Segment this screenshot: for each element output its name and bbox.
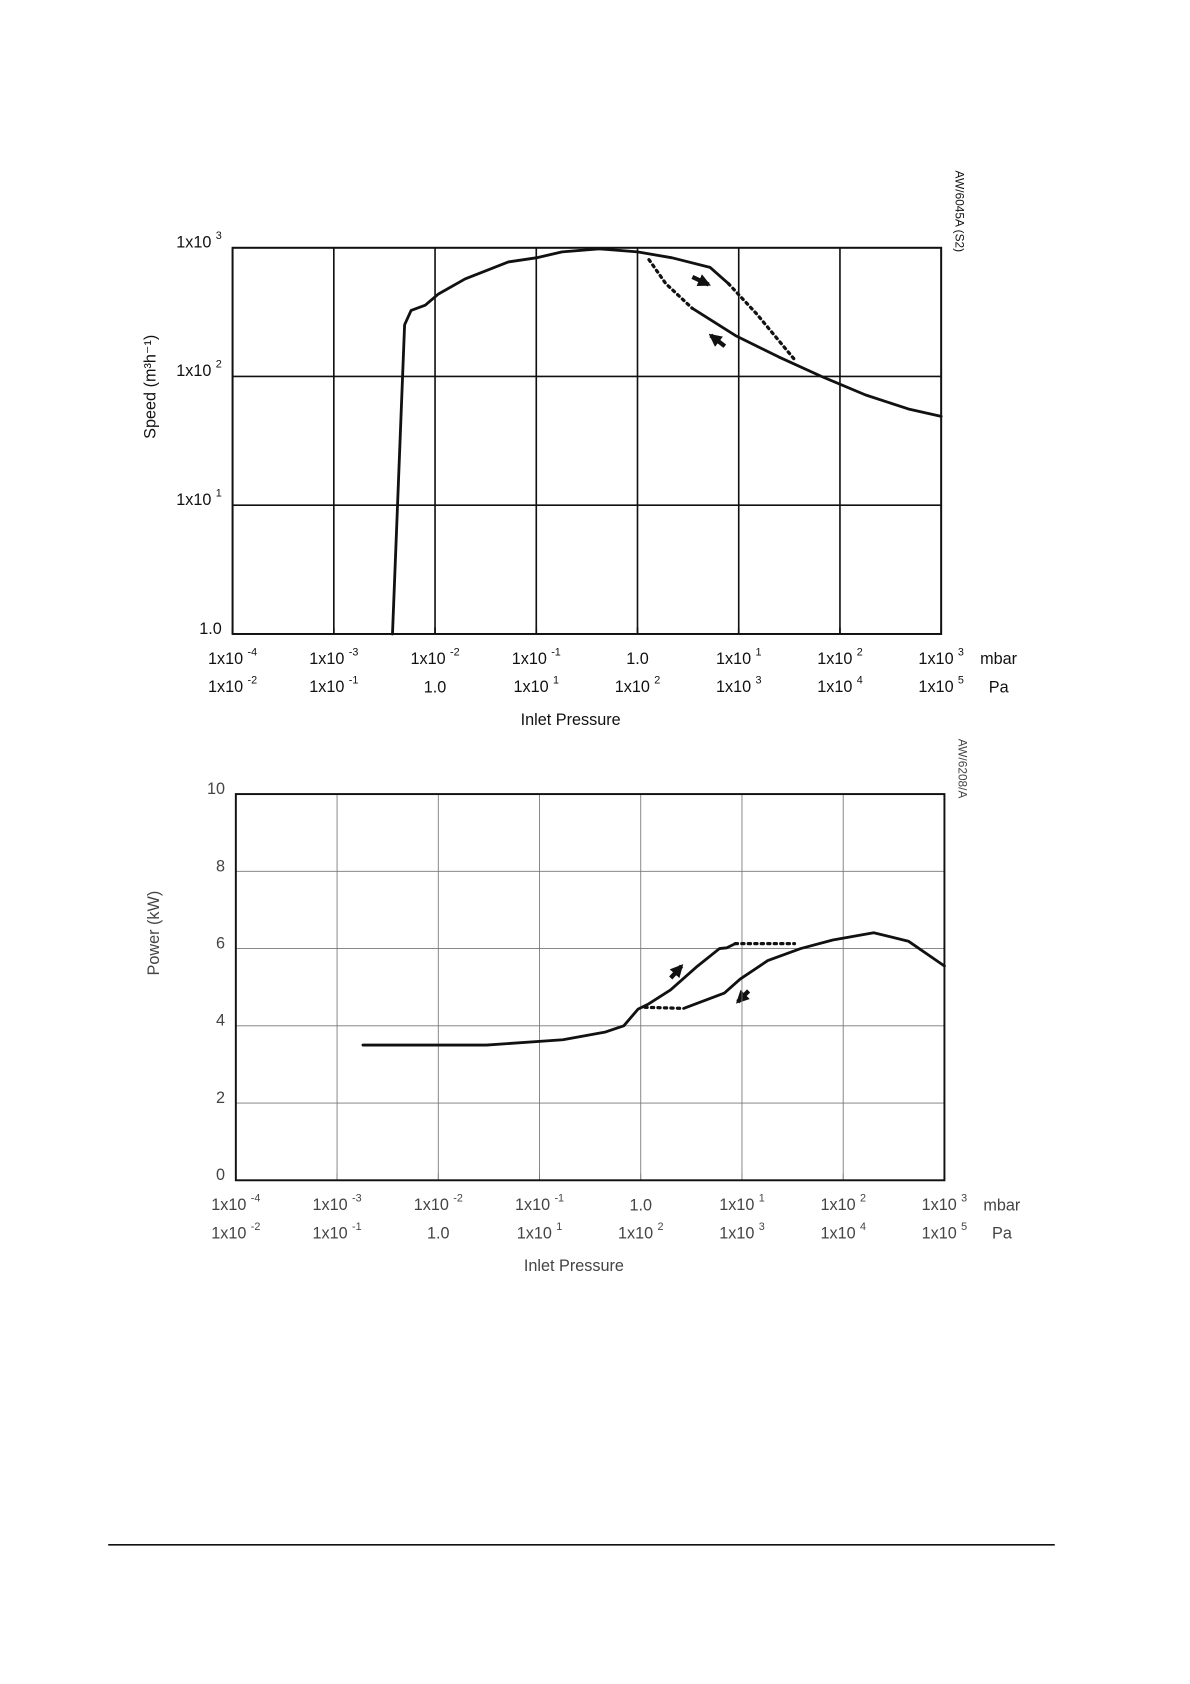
x2-tick-label: 1x10 1 — [517, 1221, 563, 1243]
x2-tick-label: 1x10 -2 — [208, 674, 257, 696]
x2-tick-label: 1x10 5 — [918, 674, 964, 696]
y-axis-title: Speed (m³h⁻¹) — [142, 335, 160, 439]
x-tick-label: 1.0 — [626, 650, 649, 668]
x2-tick-label: 1x10 3 — [716, 674, 762, 696]
y-tick-label: 1x10 2 — [176, 358, 222, 380]
x-tick-label: 1x10 -3 — [309, 646, 358, 668]
y-tick-label: 0 — [216, 1166, 225, 1184]
x-unit: mbar — [980, 650, 1018, 668]
line-series — [361, 942, 737, 1047]
x2-tick-label: 1x10 4 — [820, 1221, 866, 1243]
x2-tick-label: 1x10 -1 — [309, 674, 358, 696]
chart: 1x10 -4 1x10 -3 1x10 -2 1x10 -1 1.0 1x10 1 1x10 2 1x1… — [145, 739, 1021, 1275]
x-tick-label: 1x10 -1 — [512, 646, 561, 668]
line-series — [690, 306, 943, 418]
x2-unit: Pa — [992, 1225, 1013, 1243]
x-axis-title: Inlet Pressure — [524, 1257, 624, 1275]
line-series — [643, 1005, 686, 1011]
x2-tick-label: 1x10 -1 — [313, 1221, 362, 1243]
y-axis-title: Power (kW) — [145, 891, 163, 976]
line-series — [391, 247, 730, 636]
x-tick-label: 1x10 -1 — [515, 1193, 564, 1215]
x2-tick-label: 1x10 2 — [618, 1221, 664, 1243]
x-tick-label: 1x10 -4 — [211, 1193, 260, 1215]
y-tick-label: 6 — [216, 935, 225, 953]
x-tick-label: 1x10 -3 — [313, 1193, 362, 1215]
x-tick-label: 1x10 -4 — [208, 646, 257, 668]
x-tick-label: 1x10 1 — [719, 1193, 765, 1215]
arrow — [708, 333, 727, 348]
x2-tick-label: 1x10 3 — [719, 1221, 765, 1243]
y-tick-label: 1.0 — [199, 620, 222, 638]
x-unit: mbar — [983, 1197, 1021, 1215]
plot-frame — [231, 246, 943, 635]
y-tick-label: 1x10 1 — [176, 487, 222, 509]
y-tick-label: 8 — [216, 857, 225, 875]
plot-frame — [234, 793, 946, 1182]
x2-tick-label: 1x10 4 — [817, 674, 863, 696]
x2-tick-label: 1x10 2 — [615, 674, 661, 696]
line-series — [647, 258, 694, 310]
arrow — [691, 274, 711, 287]
line-series — [726, 281, 797, 362]
x-tick-label: 1x10 2 — [817, 646, 863, 668]
x-axis-title: Inlet Pressure — [521, 711, 621, 729]
y-tick-label: 2 — [216, 1089, 225, 1107]
x2-tick-label: 1x10 5 — [922, 1221, 968, 1243]
arrows — [669, 274, 751, 1004]
y-tick-label: 1x10 3 — [176, 230, 222, 252]
arrow — [669, 964, 684, 980]
x2-tick-label: 1.0 — [424, 678, 447, 696]
x-tick-label: 1x10 -2 — [410, 646, 459, 668]
x2-tick-label: 1x10 1 — [514, 674, 560, 696]
chart: 1x10 -4 1x10 -3 1x10 -2 1x10 -1 1.0 1x10 1 1x10 2 1x1… — [142, 171, 1018, 729]
x-tick-label: 1.0 — [629, 1197, 652, 1215]
x-tick-label: 1x10 3 — [918, 646, 964, 668]
x2-unit: Pa — [989, 678, 1010, 696]
x-tick-label: 1x10 3 — [922, 1193, 968, 1215]
annotation: AW/6208/A — [956, 739, 970, 799]
annotation: AW/6045A (S2) — [952, 171, 966, 253]
line-series — [682, 931, 946, 1010]
x-tick-label: 1x10 1 — [716, 646, 762, 668]
y-tick-label: 10 — [207, 780, 225, 798]
y-tick-label: 4 — [216, 1012, 225, 1030]
x2-tick-label: 1.0 — [427, 1225, 450, 1243]
x2-tick-label: 1x10 -2 — [211, 1221, 260, 1243]
arrow — [735, 989, 751, 1004]
x-tick-label: 1x10 -2 — [414, 1193, 463, 1215]
x-tick-label: 1x10 2 — [820, 1193, 866, 1215]
